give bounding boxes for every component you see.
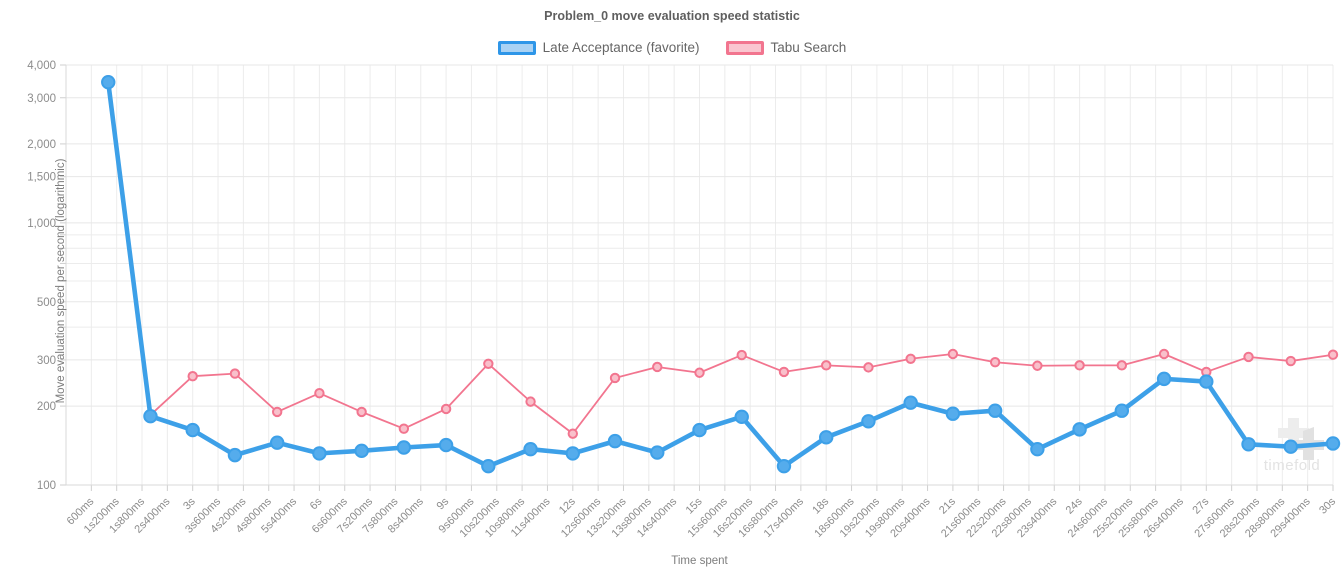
data-point — [438, 437, 454, 453]
data-point — [314, 387, 325, 399]
timefold-logo-icon — [1278, 418, 1309, 448]
data-point — [525, 396, 536, 407]
data-point — [903, 395, 918, 410]
data-point — [312, 446, 327, 461]
y-tick-label: 2,000 — [27, 139, 56, 151]
x-tick-label: 3s — [181, 495, 198, 512]
data-point — [736, 349, 747, 361]
data-point — [945, 406, 961, 421]
data-point — [187, 371, 198, 382]
data-point — [143, 408, 158, 424]
data-point — [523, 441, 538, 457]
x-tick-label: 12s — [557, 495, 578, 516]
series-line-1 — [105, 79, 1336, 469]
data-point — [819, 430, 834, 445]
data-point — [1156, 371, 1172, 387]
data-point — [1030, 441, 1045, 457]
x-tick-label: 27s — [1190, 495, 1211, 516]
data-point — [776, 458, 792, 474]
data-point — [652, 361, 663, 373]
legend-label: Tabu Search — [770, 40, 847, 55]
data-point — [1158, 348, 1170, 360]
data-point — [229, 368, 241, 379]
data-point — [1116, 360, 1128, 371]
data-point — [861, 414, 876, 429]
data-point — [821, 360, 832, 371]
x-axis-title: Time spent — [671, 555, 728, 567]
watermark-text: timefold — [1263, 457, 1321, 474]
data-point — [396, 440, 412, 455]
data-point — [607, 433, 623, 449]
tabu-search-swatch-icon — [725, 40, 764, 55]
data-point — [1114, 403, 1130, 418]
data-point — [778, 366, 790, 378]
data-point — [650, 445, 665, 460]
data-point — [1032, 360, 1043, 371]
legend-item-late-acceptance[interactable]: Late Acceptance (favorite) — [497, 40, 700, 55]
data-point — [1327, 349, 1339, 360]
data-point — [398, 423, 410, 434]
x-tick-label: 6s — [308, 495, 325, 512]
y-tick-label: 500 — [37, 297, 56, 309]
legend-item-tabu-search[interactable]: Tabu Search — [725, 40, 847, 55]
data-point — [1074, 360, 1085, 371]
data-point — [905, 353, 916, 364]
data-point — [565, 446, 580, 461]
data-point — [987, 403, 1003, 418]
data-point — [1243, 351, 1254, 363]
data-point — [863, 362, 874, 373]
series-line-0 — [107, 79, 1334, 435]
data-point — [356, 406, 367, 418]
y-tick-label: 1,500 — [27, 172, 56, 184]
data-point — [694, 367, 705, 378]
data-point — [947, 348, 959, 360]
y-tick-label: 1,000 — [27, 218, 56, 230]
x-tick-label: 30s — [1317, 495, 1338, 516]
x-tick-label: 24s — [1064, 495, 1085, 516]
data-point — [440, 403, 452, 415]
y-tick-label: 100 — [37, 480, 56, 492]
data-point — [185, 422, 200, 438]
chart-legend: Late Acceptance (favorite) Tabu Search — [0, 40, 1344, 55]
data-point — [692, 422, 707, 438]
data-point — [567, 428, 578, 439]
late-acceptance-swatch-icon — [497, 40, 536, 55]
data-point — [1072, 422, 1087, 437]
data-point — [1241, 437, 1256, 452]
data-point — [101, 74, 116, 90]
data-point — [269, 435, 285, 450]
y-tick-label: 200 — [37, 401, 56, 413]
y-tick-label: 300 — [37, 355, 56, 367]
legend-label: Late Acceptance (favorite) — [542, 40, 700, 55]
data-point — [483, 358, 494, 369]
x-tick-label: 21s — [937, 495, 958, 516]
data-point — [1283, 439, 1298, 454]
y-tick-label: 3,000 — [27, 93, 56, 105]
data-point — [1285, 355, 1296, 367]
data-point — [481, 458, 496, 474]
data-point — [227, 447, 243, 463]
y-tick-label: 4,000 — [27, 60, 56, 72]
x-tick-label: 9s — [435, 495, 452, 512]
y-axis-title: Move evaluation speed per second (logari… — [55, 158, 67, 404]
x-tick-label: 15s — [684, 495, 705, 516]
data-point — [1199, 374, 1214, 389]
data-point — [1325, 436, 1341, 451]
x-tick-label: 18s — [810, 495, 831, 516]
data-point — [609, 372, 621, 384]
chart-title: Problem_0 move evaluation speed statisti… — [544, 9, 800, 23]
data-point — [734, 409, 749, 425]
data-point — [989, 357, 1001, 368]
data-point — [354, 443, 369, 459]
data-point — [271, 406, 283, 418]
